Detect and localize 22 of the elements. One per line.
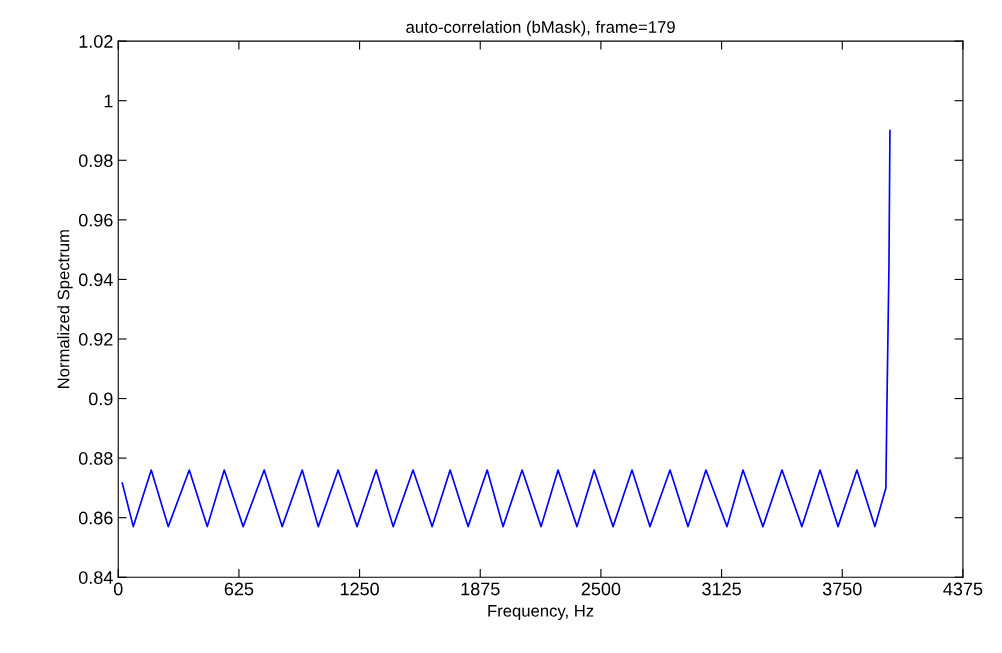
x-tick-label: 4375 bbox=[943, 582, 983, 596]
y-tick-label: 0.94 bbox=[78, 273, 113, 287]
x-tick-label: 625 bbox=[224, 582, 254, 596]
y-tick-label: 1 bbox=[104, 94, 113, 108]
x-tick-label: 3750 bbox=[822, 582, 862, 596]
y-tick-label: 0.88 bbox=[78, 452, 113, 465]
y-tick-label: 0.9 bbox=[88, 392, 113, 406]
x-tick-label: 2500 bbox=[581, 582, 621, 596]
x-tick-label: 3125 bbox=[702, 582, 741, 596]
x-axis-title: Frequency, Hz bbox=[488, 605, 594, 621]
y-tick-label: 1.02 bbox=[79, 35, 113, 48]
chart-title: auto-correlation (bMask), frame=179 bbox=[406, 20, 675, 37]
y-tick-label: 0.84 bbox=[78, 571, 113, 584]
y-tick-label: 0.92 bbox=[78, 332, 113, 346]
x-tick-label: 1250 bbox=[340, 582, 379, 596]
y-tick-label: 0.98 bbox=[78, 154, 113, 167]
y-tick-label: 0.86 bbox=[78, 511, 113, 525]
y-tick-label: 0.96 bbox=[78, 213, 113, 227]
x-tick-label: 0 bbox=[113, 582, 123, 596]
y-axis-title: Normalized Spectrum bbox=[57, 230, 73, 388]
line-series bbox=[121, 129, 891, 528]
x-tick-label: 1875 bbox=[461, 582, 500, 596]
